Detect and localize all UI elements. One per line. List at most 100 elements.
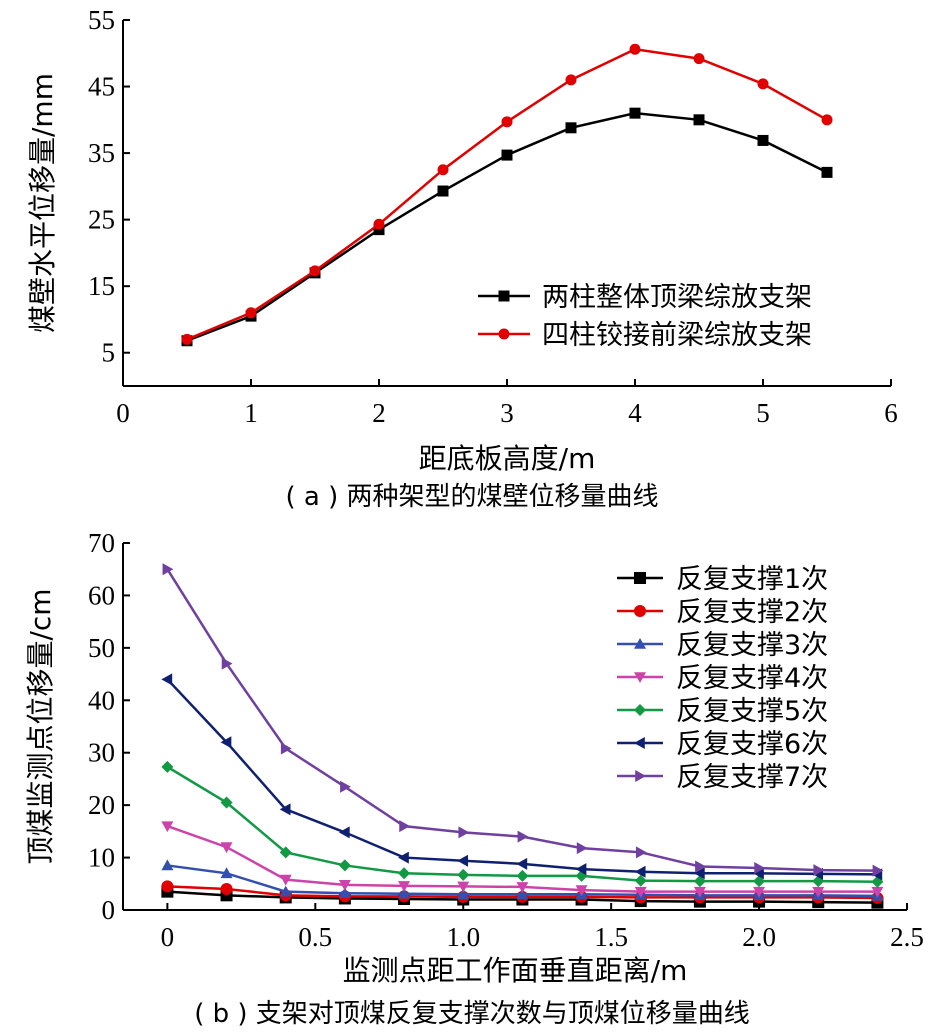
data-point (457, 888, 470, 900)
data-point (161, 859, 174, 871)
legend-label: 反复支撑3次 (676, 630, 828, 661)
data-point (161, 760, 174, 773)
legend-label: 反复支撑4次 (676, 663, 828, 694)
data-point (181, 333, 193, 345)
data-point (757, 78, 769, 90)
x-tick-label: 1.5 (594, 922, 628, 952)
data-point (693, 886, 706, 898)
data-point (516, 882, 529, 893)
data-point (695, 860, 706, 873)
data-point (757, 134, 769, 146)
x-axis-label: 距底板高度/m (419, 442, 596, 475)
data-point (753, 867, 764, 880)
y-tick-label: 25 (88, 205, 115, 235)
data-point (754, 862, 766, 875)
y-tick-label: 45 (88, 72, 115, 102)
data-point (634, 874, 647, 887)
legend-marker (634, 737, 645, 749)
x-tick-label: 5 (756, 398, 770, 428)
legend-label: 反复支撑2次 (676, 597, 828, 628)
data-point (457, 854, 469, 867)
y-tick-label: 35 (88, 138, 115, 168)
y-axis-label: 顶煤监测点位移量/cm (24, 588, 57, 864)
data-point (458, 826, 470, 839)
legend-item: 反复支撑4次 (617, 663, 828, 694)
series-4 (161, 821, 884, 898)
y-tick-label: 10 (88, 843, 115, 873)
legend-marker (498, 290, 510, 302)
chart-a: 0 1 2 3 4 5 651525354555两柱整体顶梁综放支架四柱铰接前梁综放支架距底… (26, 5, 898, 512)
x-tick-label: 2.0 (742, 922, 776, 952)
data-point (437, 164, 449, 176)
data-point (162, 563, 174, 576)
data-point (399, 820, 411, 833)
data-point (821, 166, 833, 178)
data-point (220, 867, 233, 879)
data-point (338, 887, 351, 899)
data-point (279, 846, 292, 859)
x-tick-label: 6 (884, 398, 898, 428)
legend-item: 反复支撑5次 (617, 696, 828, 727)
data-point (340, 780, 351, 793)
data-point (245, 307, 257, 319)
y-tick-label: 0 (102, 895, 116, 925)
x-tick-label: 3 (500, 398, 514, 428)
legend-label: 四柱铰接前梁综放支架 (542, 320, 812, 351)
data-point (220, 736, 232, 749)
data-point (161, 821, 174, 833)
data-point (871, 886, 884, 898)
data-point (821, 114, 833, 126)
x-axis-label: 监测点距工作面垂直距离/m (343, 954, 688, 987)
data-point (516, 857, 528, 870)
data-point (634, 886, 647, 898)
legend-item: 反复支撑1次 (617, 564, 828, 595)
data-point (161, 673, 173, 686)
series-6 (161, 673, 883, 881)
data-point (501, 116, 513, 128)
y-tick-label: 5 (102, 338, 116, 368)
data-point (516, 869, 529, 882)
data-point (516, 888, 529, 900)
legend-marker (634, 638, 646, 649)
data-point (576, 842, 588, 855)
data-point (575, 863, 587, 876)
legend-label: 反复支撑5次 (676, 696, 828, 727)
y-tick-label: 15 (88, 271, 115, 301)
y-tick-label: 40 (88, 685, 115, 715)
data-point (338, 859, 351, 872)
data-point (634, 865, 646, 878)
data-point (280, 742, 292, 755)
data-point (398, 867, 411, 880)
x-tick-label: 4 (628, 398, 642, 428)
data-point (161, 880, 174, 893)
data-point (373, 218, 385, 230)
data-point (457, 868, 470, 881)
x-tick-label: 0 (116, 398, 130, 428)
legend-label: 反复支撑1次 (676, 564, 828, 595)
data-point (279, 803, 291, 816)
data-point (457, 881, 470, 893)
data-point (693, 867, 705, 880)
data-point (501, 149, 513, 161)
data-point (398, 851, 409, 864)
y-tick-label: 70 (88, 528, 115, 558)
data-point (813, 864, 825, 877)
data-point (753, 886, 766, 898)
legend-label: 反复支撑6次 (676, 729, 828, 760)
legend-label: 反复支撑7次 (676, 762, 828, 793)
data-point (629, 107, 641, 119)
data-point (635, 846, 647, 859)
y-tick-label: 30 (88, 738, 115, 768)
legend-item: 反复支撑7次 (617, 762, 828, 793)
y-tick-label: 20 (88, 790, 115, 820)
data-point (398, 881, 411, 892)
data-point (279, 885, 292, 897)
legend-item: 反复支撑3次 (617, 630, 828, 661)
legend-item: 反复支撑2次 (617, 597, 828, 628)
data-point (437, 185, 449, 197)
data-point (565, 74, 577, 86)
y-axis-label: 煤壁水平位移量/mm (26, 73, 59, 333)
series-2 (181, 43, 833, 345)
